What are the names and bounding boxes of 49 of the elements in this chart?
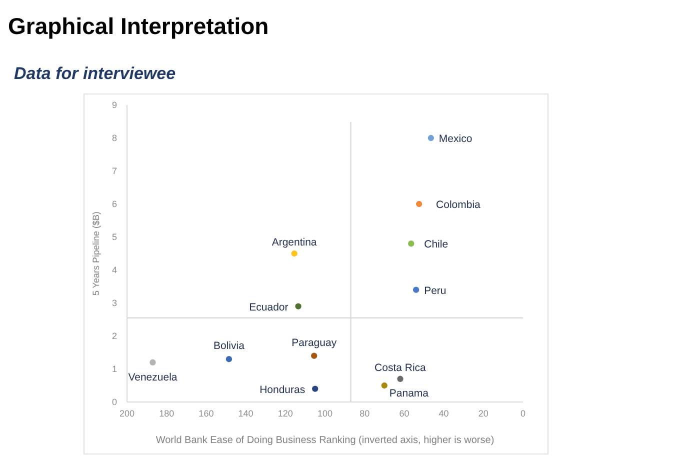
chart-title: Graphical Interpretation: [8, 13, 269, 39]
series-label: Panama: [389, 388, 429, 400]
series-label: Bolivia: [214, 340, 245, 352]
x-tick-label: 120: [278, 408, 293, 418]
point: [412, 286, 420, 293]
point: [428, 134, 434, 142]
y-tick-label: 6: [112, 198, 117, 209]
series-label: Paraguay: [292, 336, 338, 349]
y-tick-label: 8: [112, 132, 117, 143]
point: [226, 356, 232, 362]
series-label: Chile: [424, 238, 448, 251]
series-label: Peru: [424, 284, 446, 297]
series-label: Mexico: [438, 133, 472, 145]
y-tick-label: 0: [112, 396, 117, 407]
x-axis-title: World Bank Ease of Doing Business Ranking (inverted axis, higher is worse): [156, 435, 494, 446]
x-tick-label: 80: [360, 408, 370, 418]
series-label: Venezuela: [128, 371, 178, 384]
point: [311, 352, 318, 359]
point: [295, 303, 302, 310]
point: [150, 359, 156, 366]
series-label: Honduras: [260, 384, 306, 396]
x-tick-label: 200: [119, 408, 135, 418]
x-tick-label: 60: [399, 408, 410, 418]
point: [397, 376, 404, 382]
point: [408, 240, 414, 247]
y-tick-label: 4: [112, 264, 117, 275]
series-label: Costa Rica: [374, 362, 426, 374]
x-tick-label: 40: [438, 408, 449, 418]
y-tick-label: 3: [112, 298, 117, 308]
series-label: Ecuador: [249, 301, 289, 314]
x-tick-label: 180: [159, 408, 174, 418]
x-tick-label: 0: [520, 408, 526, 418]
point: [291, 250, 298, 257]
x-tick-label: 160: [198, 408, 214, 418]
x-tick-label: 100: [317, 408, 333, 418]
point: [416, 200, 422, 208]
point: [381, 382, 388, 389]
series-label: Colombia: [436, 199, 481, 211]
y-tick-label: 9: [112, 100, 117, 110]
y-tick-label: 2: [112, 330, 117, 341]
y-tick-label: 1: [112, 364, 117, 374]
x-tick-label: 20: [478, 408, 488, 418]
y-axis-title: 5 Years Pipeline ($B): [91, 211, 101, 296]
y-tick-label: 5: [112, 232, 117, 242]
chart-subtitle: Data for interviewee: [14, 64, 176, 83]
y-tick-label: 7: [112, 166, 117, 176]
x-tick-label: 140: [238, 408, 254, 418]
series-label: Argentina: [272, 236, 317, 248]
point: [312, 386, 318, 392]
